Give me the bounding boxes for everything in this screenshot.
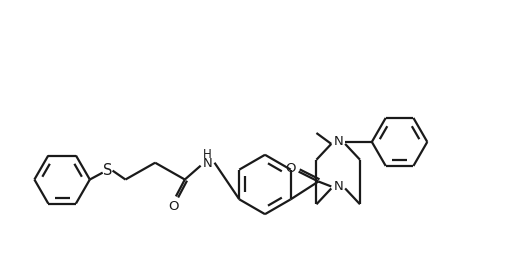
- Text: N: N: [203, 157, 212, 170]
- Text: N: N: [333, 135, 343, 148]
- Text: O: O: [168, 200, 179, 213]
- Text: O: O: [286, 162, 296, 175]
- Text: S: S: [103, 163, 112, 178]
- Text: H: H: [203, 148, 212, 161]
- Text: N: N: [333, 180, 343, 193]
